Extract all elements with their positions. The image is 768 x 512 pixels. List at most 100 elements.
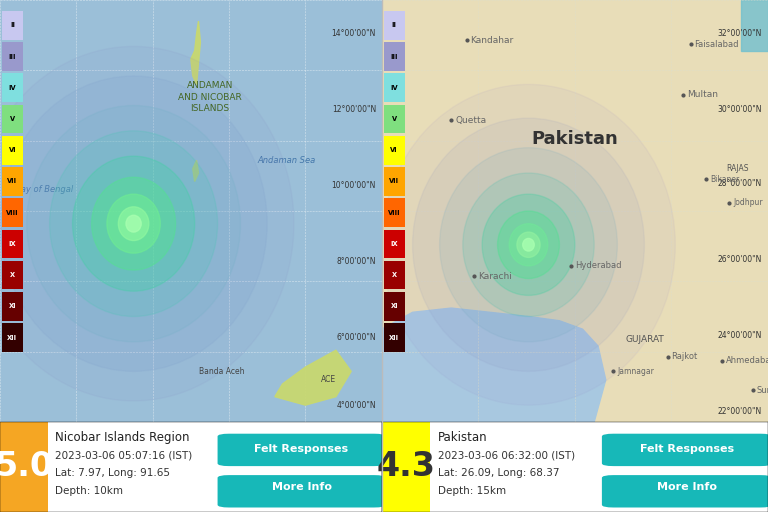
Text: Faisalabad: Faisalabad — [694, 40, 739, 49]
FancyBboxPatch shape — [217, 475, 386, 507]
Text: IV: IV — [390, 85, 398, 91]
Circle shape — [27, 105, 240, 342]
Text: 22°00'00"N: 22°00'00"N — [718, 407, 762, 416]
Circle shape — [72, 156, 194, 291]
Text: Karachi: Karachi — [478, 272, 512, 281]
Polygon shape — [190, 21, 200, 84]
FancyBboxPatch shape — [384, 229, 405, 258]
Text: Bay of Bengal: Bay of Bengal — [15, 185, 74, 195]
Text: GUJARAT: GUJARAT — [625, 335, 664, 344]
Text: Banda Aceh: Banda Aceh — [199, 367, 244, 376]
Polygon shape — [741, 0, 768, 51]
Text: Surat: Surat — [756, 386, 768, 395]
FancyBboxPatch shape — [2, 198, 23, 227]
Text: More Info: More Info — [272, 482, 332, 492]
Text: 4.3: 4.3 — [376, 451, 435, 483]
Text: II: II — [392, 23, 397, 28]
Circle shape — [498, 211, 559, 279]
Text: XI: XI — [8, 303, 16, 309]
Text: Rajkot: Rajkot — [671, 352, 697, 361]
Text: 30°00'00"N: 30°00'00"N — [718, 105, 762, 114]
Text: ANDAMAN
AND NICOBAR
ISLANDS: ANDAMAN AND NICOBAR ISLANDS — [178, 81, 242, 113]
Text: 26°00'00"N: 26°00'00"N — [718, 255, 762, 264]
Text: Quetta: Quetta — [455, 116, 486, 125]
FancyBboxPatch shape — [2, 104, 23, 133]
Circle shape — [517, 232, 540, 258]
Text: Depth: 15km: Depth: 15km — [438, 486, 506, 496]
Text: VIII: VIII — [388, 210, 401, 216]
Circle shape — [50, 131, 217, 316]
Text: XI: XI — [390, 303, 398, 309]
Circle shape — [126, 215, 141, 232]
Text: VI: VI — [390, 147, 398, 153]
Text: Pakistan: Pakistan — [438, 431, 488, 444]
Text: ACE: ACE — [321, 375, 336, 385]
Text: Depth: 10km: Depth: 10km — [55, 486, 124, 496]
Polygon shape — [382, 308, 606, 422]
FancyBboxPatch shape — [2, 136, 23, 164]
Text: 10°00'00"N: 10°00'00"N — [332, 181, 376, 190]
Circle shape — [439, 147, 617, 342]
FancyBboxPatch shape — [384, 73, 405, 102]
Text: 2023-03-06 06:32:00 (IST): 2023-03-06 06:32:00 (IST) — [438, 450, 574, 460]
Text: X: X — [10, 272, 15, 278]
Text: 24°00'00"N: 24°00'00"N — [718, 331, 762, 340]
FancyBboxPatch shape — [2, 42, 23, 71]
Circle shape — [509, 224, 548, 266]
Text: XII: XII — [8, 334, 18, 340]
Text: Hyderabad: Hyderabad — [574, 261, 621, 270]
Text: 4°00'00"N: 4°00'00"N — [336, 400, 376, 410]
Text: X: X — [392, 272, 397, 278]
FancyBboxPatch shape — [217, 434, 386, 466]
Text: Jodhpur: Jodhpur — [733, 198, 763, 207]
FancyBboxPatch shape — [384, 323, 405, 352]
Text: VII: VII — [389, 179, 399, 184]
FancyBboxPatch shape — [602, 475, 768, 507]
FancyBboxPatch shape — [384, 167, 405, 196]
Text: Felt Responses: Felt Responses — [254, 444, 349, 454]
Text: 6°00'00"N: 6°00'00"N — [336, 333, 376, 342]
Circle shape — [382, 84, 675, 405]
Text: More Info: More Info — [657, 482, 717, 492]
FancyBboxPatch shape — [2, 292, 23, 321]
FancyBboxPatch shape — [2, 229, 23, 258]
FancyBboxPatch shape — [384, 198, 405, 227]
Text: VII: VII — [8, 179, 18, 184]
Circle shape — [107, 194, 161, 253]
FancyBboxPatch shape — [602, 434, 768, 466]
Circle shape — [412, 118, 644, 371]
Text: 32°00'00"N: 32°00'00"N — [718, 29, 762, 38]
Text: Bikaner: Bikaner — [710, 175, 740, 184]
Text: Lat: 7.97, Long: 91.65: Lat: 7.97, Long: 91.65 — [55, 468, 170, 478]
Text: V: V — [392, 116, 397, 122]
FancyBboxPatch shape — [2, 11, 23, 39]
FancyBboxPatch shape — [2, 73, 23, 102]
Text: III: III — [8, 54, 16, 59]
Text: III: III — [390, 54, 398, 59]
Text: XII: XII — [389, 334, 399, 340]
Text: Jamnagar: Jamnagar — [617, 367, 654, 376]
Text: Nicobar Islands Region: Nicobar Islands Region — [55, 431, 190, 444]
Text: Ahmedabad: Ahmedabad — [726, 356, 768, 365]
Text: Felt Responses: Felt Responses — [640, 444, 734, 454]
FancyBboxPatch shape — [382, 422, 430, 512]
Text: 28°00'00"N: 28°00'00"N — [718, 179, 762, 188]
FancyBboxPatch shape — [384, 42, 405, 71]
Circle shape — [463, 173, 594, 316]
Text: Pakistan: Pakistan — [531, 130, 618, 148]
Text: 12°00'00"N: 12°00'00"N — [332, 105, 376, 114]
Text: Kandahar: Kandahar — [471, 36, 514, 45]
Circle shape — [0, 76, 267, 371]
Text: V: V — [10, 116, 15, 122]
Text: VI: VI — [8, 147, 16, 153]
FancyBboxPatch shape — [384, 104, 405, 133]
Circle shape — [0, 47, 294, 401]
FancyBboxPatch shape — [2, 261, 23, 289]
FancyBboxPatch shape — [0, 422, 48, 512]
Text: VIII: VIII — [6, 210, 18, 216]
Text: 14°00'00"N: 14°00'00"N — [332, 29, 376, 38]
FancyBboxPatch shape — [2, 323, 23, 352]
Text: Lat: 26.09, Long: 68.37: Lat: 26.09, Long: 68.37 — [438, 468, 559, 478]
FancyBboxPatch shape — [384, 261, 405, 289]
Circle shape — [523, 239, 535, 251]
